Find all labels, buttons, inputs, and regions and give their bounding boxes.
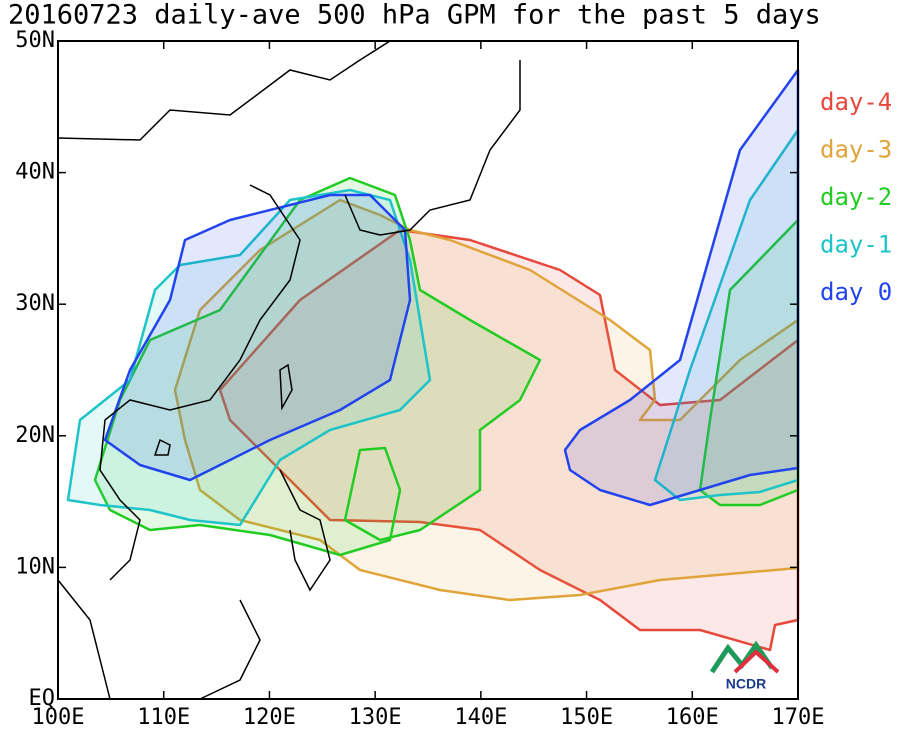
x-tick-label: 160E — [666, 705, 719, 730]
legend-entry: day-3 — [820, 136, 892, 164]
logo-mark — [733, 649, 780, 674]
y-tick-label: 10N — [15, 554, 55, 579]
x-tick-label: 110E — [137, 705, 190, 730]
x-tick-label: 150E — [560, 705, 613, 730]
y-tick-label: 20N — [15, 423, 55, 448]
chart-title: 20160723 daily-ave 500 hPa GPM for the p… — [8, 0, 821, 31]
legend-entry: day-2 — [820, 183, 892, 211]
contours — [66, 68, 800, 652]
x-tick-label: 170E — [772, 705, 825, 730]
contour-day-4 — [218, 228, 800, 652]
x-tick-label: 140E — [454, 705, 507, 730]
legend-entry: day 0 — [820, 278, 892, 306]
y-tick-label: 30N — [15, 291, 55, 316]
y-tick-label: 50N — [15, 28, 55, 53]
plot-frame — [57, 40, 799, 700]
legend-entry: day-1 — [820, 231, 892, 259]
y-tick-label: 40N — [15, 160, 55, 185]
y-tick-label: EQ — [29, 686, 56, 711]
x-tick-label: 130E — [349, 705, 402, 730]
logo: NCDR — [709, 640, 780, 692]
legend-entry: day-4 — [820, 88, 892, 116]
coastlines — [57, 40, 521, 700]
logo-text: NCDR — [726, 676, 766, 692]
x-tick-label: 100E — [32, 705, 85, 730]
x-tick-label: 120E — [243, 705, 296, 730]
